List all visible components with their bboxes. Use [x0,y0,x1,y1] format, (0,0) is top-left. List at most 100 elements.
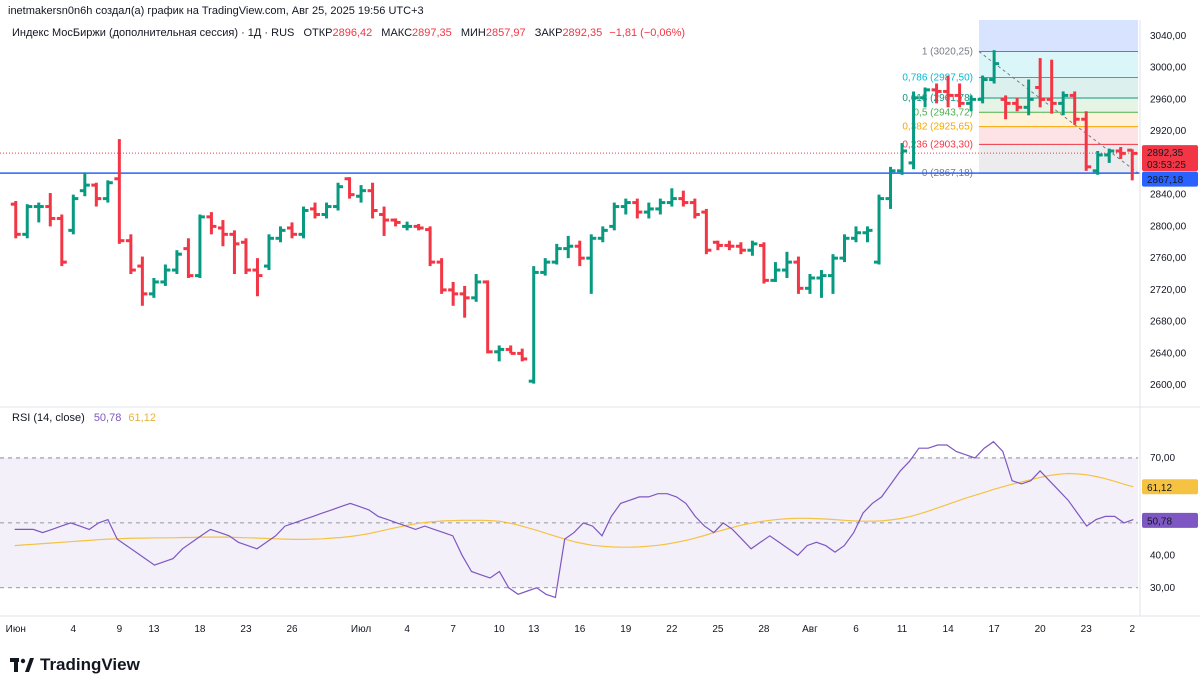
rsi-value: 50,78 [93,412,122,424]
ohlc-bar [1012,97,1023,112]
ohlc-bar [91,182,102,207]
ohlc-bar [528,266,539,384]
ohlc-bar [666,188,677,207]
ohlc-bar [770,262,781,282]
price-tick-label: 2640,00 [1150,348,1187,359]
rsi-ma-badge: 61,12 [1142,479,1198,495]
last-price-text: 2892,35 [1147,148,1184,159]
brand-name: TradingView [40,655,140,674]
time-tick-label: 23 [240,624,252,635]
ohlc-bar [689,198,700,219]
level-price-badge-bg [1142,171,1198,187]
ohlc-bar [735,242,746,255]
ohlc-bar [68,194,79,235]
time-tick-label: 7 [450,624,456,635]
time-tick-label: 17 [989,624,1001,635]
time-tick-label: 2 [1129,624,1135,635]
ohlc-bar [563,235,574,259]
rsi-tick-label: 30,00 [1150,583,1175,594]
rsi-ma-badge-bg [1142,479,1198,495]
time-tick-label: 11 [897,624,908,635]
time-tick-label: 16 [574,624,586,635]
ohlc-bar [793,256,804,294]
ohlc-bar [655,198,666,215]
ohlc-bar [885,166,896,209]
ohlc-bar [1069,91,1080,125]
ohlc-bar [402,221,413,231]
ohlc-bar [252,258,263,297]
ohlc-bar [344,177,355,199]
time-tick-label: 9 [117,624,123,635]
ohlc-bar [137,256,148,306]
time-tick-label: Июн [6,624,26,635]
axes: 3040,003000,002960,002920,002880,002840,… [0,20,1200,635]
ohlc-bar [183,238,194,278]
ohlc-bar [724,240,735,251]
time-tick-label: 26 [286,624,298,635]
fib-level-label: 0,5 (2943,72) [914,107,974,118]
time-tick-label: 28 [758,624,770,635]
ohlc-bar [217,220,228,247]
ohlc-bar [287,222,297,239]
time-tick-label: 23 [1081,624,1093,635]
ohlc-bar [494,345,505,362]
ohlc-bar [171,250,182,275]
ohlc-bar [160,264,171,286]
ohlc-bar [586,234,597,294]
ohlc-bar [125,234,136,275]
ohlc-bar [747,240,758,256]
ohlc-bar [505,345,516,355]
tradingview-icon [10,658,34,672]
ohlc-bar [851,226,861,243]
change-value: −1,81 (−0,06%) [609,27,686,39]
rsi-ma-value: 61,12 [128,412,156,424]
rsi-legend[interactable]: RSI (14, close) 50,78 61,12 [12,412,156,424]
fib-level-label: 0,236 (2903,30) [902,139,973,150]
ohlc-bar [839,234,850,263]
time-tick-label: 13 [148,624,160,635]
ohlc-bar [908,91,919,170]
price-tick-label: 2760,00 [1150,253,1187,264]
ohlc-bar [482,280,493,354]
fib-level-label: 1 (3020,25) [922,47,973,58]
ohlc-bar [379,206,390,236]
ohlc-bar [989,50,1000,84]
ohlc-bar [874,194,885,265]
price-tick-label: 2920,00 [1150,126,1187,137]
fib-level-label: 0,786 (2987,50) [902,73,973,84]
low-label: МИН [460,27,486,39]
price-tick-label: 2840,00 [1150,190,1187,201]
ohlc-bar [712,240,723,251]
ohlc-bar [448,281,459,306]
ohlc-bar [471,274,482,302]
time-tick-label: 18 [194,624,206,635]
time-tick-label: 6 [853,624,859,635]
fib-zone [979,77,1138,98]
ohlc-bar [977,75,988,104]
fibonacci-retracement[interactable]: 1 (3020,25)0,786 (2987,50)0,618 (2961,78… [902,20,1139,179]
rsi-name: RSI (14, close) [12,412,85,424]
ohlc-bar [920,87,931,108]
rsi-tick-label: 70,00 [1150,453,1175,464]
ohlc-bar [333,182,344,211]
time-tick-label: 10 [494,624,506,635]
ohlc-bar [459,285,470,318]
ohlc-bar [620,198,631,215]
ohlc-bar [678,190,689,207]
ohlc-bar [321,202,332,219]
fib-zone [979,20,1138,52]
ohlc-bar [966,95,977,112]
tradingview-logo[interactable]: TradingView [10,655,140,675]
ohlc-bar [897,143,908,175]
ohlc-bar [609,202,620,231]
fib-level-label: 0,382 (2925,65) [902,122,973,133]
time-tick-label: 19 [620,624,632,635]
instrument-name[interactable]: Индекс МосБиржи (дополнительная сессия) … [12,27,295,39]
ohlc-bar [206,212,217,235]
ohlc-bar [1000,95,1011,120]
fib-zone [979,112,1138,127]
price-tick-label: 3000,00 [1150,63,1187,74]
ohlc-bar [1104,148,1115,163]
